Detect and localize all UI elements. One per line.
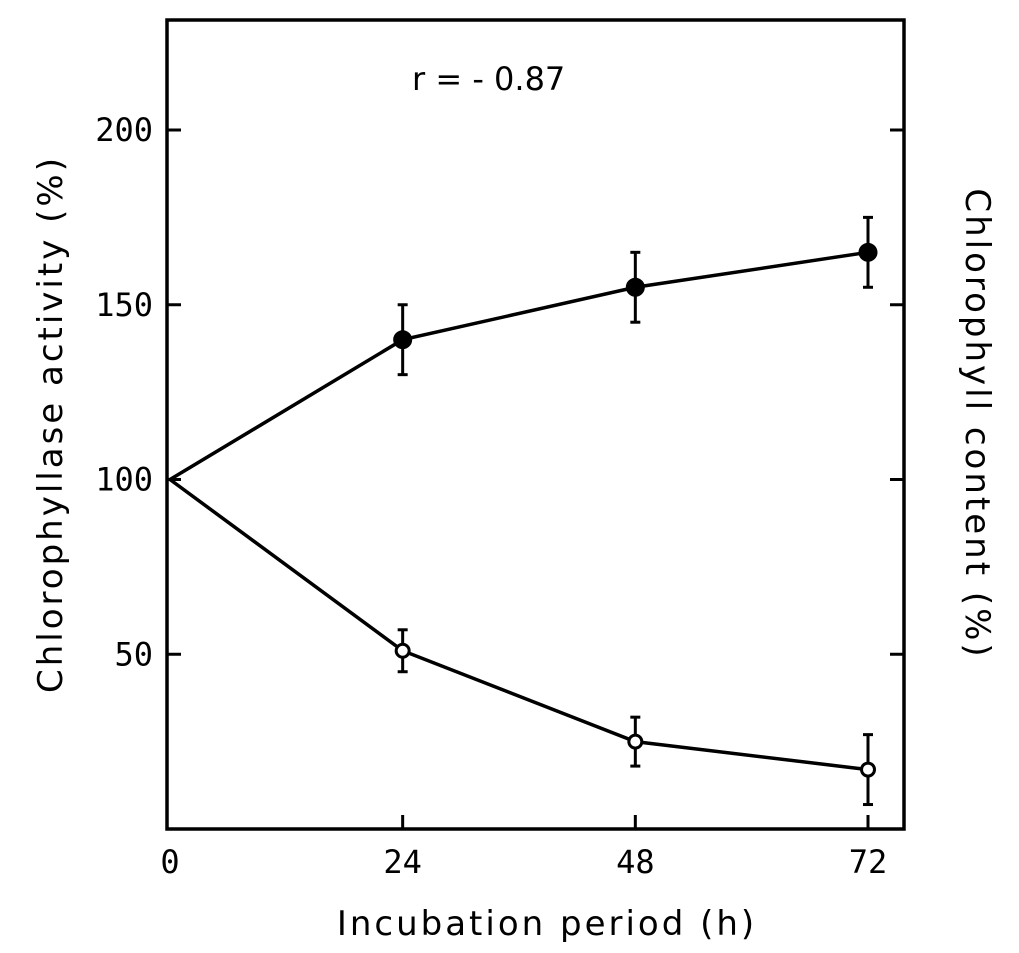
data-point — [627, 733, 644, 750]
ticks: 0 24 48 72 50 100 150 200 — [95, 111, 904, 881]
series-line-1 — [168, 478, 869, 772]
y-axis-left-label: Chlorophyllase activity (%) — [31, 155, 71, 693]
data-point — [860, 761, 876, 778]
x-axis-label: Incubation period (h) — [337, 904, 757, 944]
data-point — [393, 330, 413, 350]
y-tick-label-200: 200 — [95, 111, 153, 149]
y-axis-right-label: Chlorophyll content (%) — [957, 188, 997, 659]
series-0 — [169, 215, 878, 482]
y-tick-label-150: 150 — [95, 286, 153, 324]
series-line-0 — [169, 250, 869, 482]
data-point — [858, 242, 878, 262]
data-point — [394, 642, 411, 659]
series-group — [168, 215, 878, 807]
y-tick-label-100: 100 — [95, 461, 153, 499]
plot-frame — [165, 18, 906, 831]
x-tick-label-24: 24 — [383, 843, 422, 881]
x-tick-label-48: 48 — [616, 843, 655, 881]
data-point — [625, 277, 645, 297]
x-tick-label-0: 0 — [160, 843, 179, 881]
series-1 — [168, 478, 876, 807]
correlation-annotation: r = - 0.87 — [412, 60, 565, 98]
x-tick-label-72: 72 — [849, 843, 888, 881]
y-tick-label-50: 50 — [114, 635, 153, 673]
